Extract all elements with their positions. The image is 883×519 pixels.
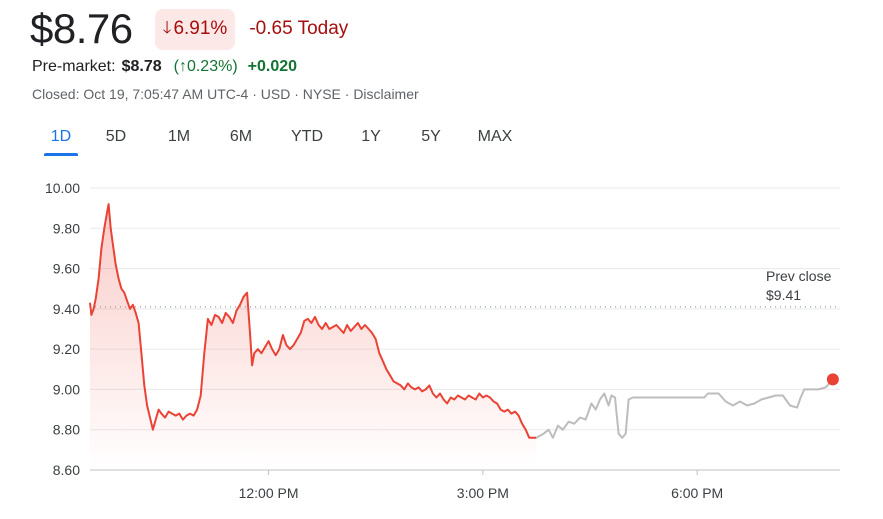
- y-tick-label: 10.00: [45, 180, 80, 196]
- range-tab-max[interactable]: MAX: [477, 128, 513, 145]
- after-hours-line: [535, 378, 834, 439]
- premarket-percent: (↑0.23%): [174, 58, 238, 76]
- market-status: Closed: Oct 19, 7:05:47 AM UTC-4 · USD ·…: [32, 86, 419, 102]
- x-axis: 12:00 PM 3:00 PM 6:00 PM: [239, 470, 723, 501]
- y-tick-label: 9.20: [53, 341, 80, 357]
- quote-header: $8.76 🡓 6.91% -0.65 Today: [30, 4, 348, 54]
- range-tab-ytd[interactable]: YTD: [291, 128, 323, 145]
- premarket-price: $8.78: [121, 58, 162, 75]
- y-axis: 10.00 9.80 9.60 9.40 9.20 9.00 8.80 8.60: [45, 180, 80, 478]
- premarket-row: Pre-market: $8.78 (↑0.23%) +0.020: [32, 58, 297, 76]
- change-percent: 6.91%: [173, 18, 228, 39]
- y-tick-label: 8.60: [53, 462, 80, 478]
- change-percent-badge: 🡓 6.91%: [154, 8, 236, 50]
- x-tick-label: 6:00 PM: [671, 485, 723, 501]
- regular-session-line: [89, 203, 537, 439]
- range-tab-1m[interactable]: 1M: [167, 128, 191, 145]
- y-tick-label: 8.80: [53, 422, 80, 438]
- price-chart[interactable]: 10.00 9.80 9.60 9.40 9.20 9.00 8.80 8.60 12:00 …: [0, 170, 883, 519]
- regular-session-area: [90, 204, 537, 470]
- current-price: $8.76: [30, 5, 133, 52]
- y-tick-label: 9.80: [53, 220, 80, 236]
- range-tab-1y[interactable]: 1Y: [361, 128, 381, 145]
- prev-close-label: Prev close: [766, 268, 832, 284]
- prev-close-marker: Prev close $9.41: [90, 268, 840, 308]
- last-price-dot: [826, 373, 839, 386]
- premarket-percent-value: 0.23%): [186, 58, 238, 75]
- range-tab-6m[interactable]: 6M: [229, 128, 253, 145]
- change-today: -0.65 Today: [249, 18, 349, 39]
- arrow-down-icon: 🡓: [162, 17, 172, 37]
- range-tab-5y[interactable]: 5Y: [421, 128, 441, 145]
- y-tick-label: 9.60: [53, 261, 80, 277]
- x-tick-label: 3:00 PM: [457, 485, 509, 501]
- prev-close-value: $9.41: [766, 287, 801, 303]
- y-tick-label: 9.00: [53, 381, 80, 397]
- x-tick-label: 12:00 PM: [239, 485, 299, 501]
- premarket-label: Pre-market:: [32, 58, 116, 75]
- arrow-up-icon: ↑: [178, 58, 187, 75]
- premarket-paren: (: [173, 58, 179, 75]
- range-tab-5d[interactable]: 5D: [105, 128, 127, 145]
- range-tabs: 1D 5D 1M 6M YTD 1Y 5Y MAX: [38, 128, 528, 156]
- range-tab-1d[interactable]: 1D: [38, 128, 84, 156]
- premarket-change: +0.020: [247, 58, 298, 75]
- y-tick-label: 9.40: [53, 301, 80, 317]
